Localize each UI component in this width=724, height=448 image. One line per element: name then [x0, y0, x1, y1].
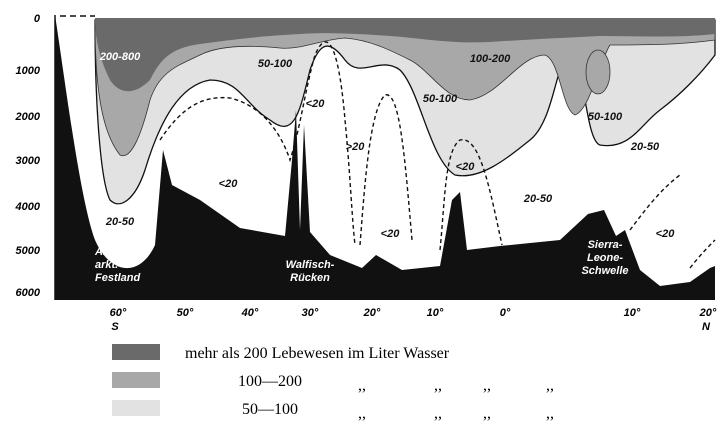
depth-label: 5000: [16, 245, 41, 257]
landmark-label: Leone-: [587, 252, 623, 264]
legend-swatch: [112, 372, 160, 388]
landmark-label: Rücken: [290, 272, 330, 284]
depth-label: 0: [34, 13, 41, 25]
hemisphere-label: N: [702, 321, 711, 333]
latitude-label: 60°: [110, 307, 127, 319]
landmark-label: Schwelle: [581, 265, 628, 277]
patch-100-200: [586, 50, 610, 94]
ditto-mark: ,,: [483, 405, 491, 422]
ditto-mark: ,,: [358, 377, 366, 394]
latitude-label: 30°: [302, 307, 319, 319]
ditto-mark: ,,: [546, 405, 554, 422]
zone-label: 50-100: [423, 93, 458, 105]
ditto-mark: ,,: [483, 377, 491, 394]
latitude-label: 50°: [177, 307, 194, 319]
ditto-mark: ,,: [358, 405, 366, 422]
latitude-label: 20°: [699, 307, 717, 319]
zone-label: <20: [656, 228, 676, 240]
latitude-label: 0°: [500, 307, 511, 319]
zone-label: 200-800: [99, 51, 141, 63]
latitude-label: 10°: [427, 307, 444, 319]
depth-label: 1000: [16, 65, 41, 77]
zone-label: 20-50: [105, 216, 135, 228]
latitude-label: 10°: [624, 307, 641, 319]
zone-label: <20: [219, 178, 239, 190]
legend-text: 50—100: [242, 401, 298, 418]
legend-text: 100—200: [238, 373, 302, 390]
depth-label: 6000: [16, 287, 41, 299]
legend-swatch: [112, 400, 160, 416]
zone-label: <20: [381, 228, 401, 240]
ocean-section: 0 1000 2000 3000 4000 5000 6000 60° 50° 40° 30° 20°…: [0, 0, 724, 448]
landmark-label: Festland: [95, 272, 141, 284]
zone-label: 50-100: [588, 111, 623, 123]
zone-label: 50-100: [258, 58, 293, 70]
legend-text: mehr als 200 Lebewesen im Liter Wasser: [185, 345, 450, 362]
landmark-label: arkt.: [95, 259, 118, 271]
zone-label: <20: [306, 98, 326, 110]
zone-label: 100-200: [470, 53, 511, 65]
landmark-label: Ant-: [94, 246, 117, 258]
ditto-mark: ,,: [546, 377, 554, 394]
zone-label: >20: [346, 141, 366, 153]
landmark-label: Walfisch-: [286, 259, 335, 271]
ditto-mark: ,,: [434, 377, 442, 394]
latitude-label: 20°: [363, 307, 381, 319]
depth-label: 4000: [15, 201, 41, 213]
zone-label: <20: [456, 161, 476, 173]
hemisphere-label: S: [111, 321, 119, 333]
depth-label: 2000: [15, 111, 41, 123]
latitude-label: 40°: [241, 307, 259, 319]
legend-swatch: [112, 344, 160, 360]
zone-label: 20-50: [523, 193, 553, 205]
landmark-label: Sierra-: [588, 239, 623, 251]
zone-label: 20-50: [630, 141, 660, 153]
depth-label: 3000: [16, 155, 41, 167]
ditto-mark: ,,: [434, 405, 442, 422]
